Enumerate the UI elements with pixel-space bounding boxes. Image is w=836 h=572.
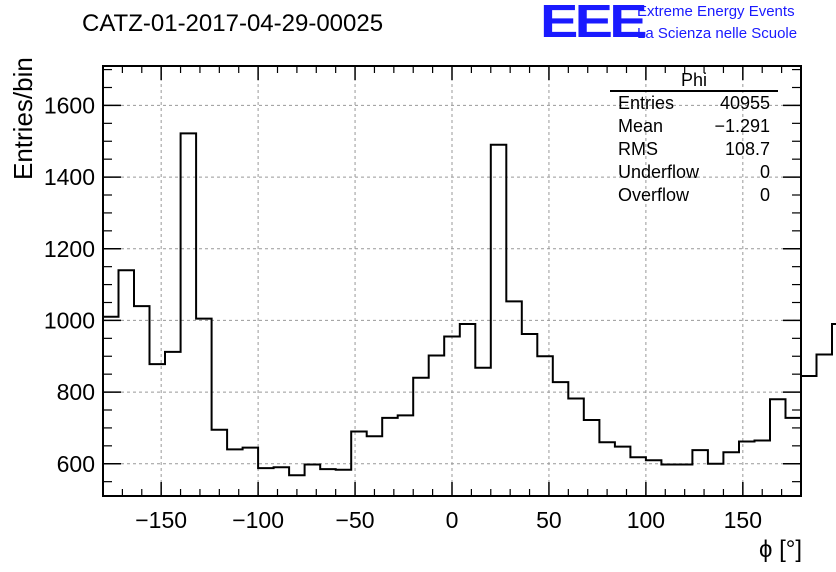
stats-row-overflow: Overflow 0 (610, 184, 778, 207)
y-axis-label: Entries/bin (8, 57, 38, 180)
grid-lines (103, 66, 801, 496)
stats-label: Mean (618, 116, 664, 136)
x-tick-label: 100 (627, 507, 665, 533)
y-tick-label: 1200 (44, 236, 95, 262)
y-tick-label: 1400 (44, 164, 95, 190)
stats-label: Underflow (618, 162, 700, 182)
stats-value: 40955 (719, 93, 770, 113)
x-tick-label: 150 (724, 507, 762, 533)
x-axis-label: ϕ [°] (758, 536, 802, 563)
stats-label: Entries (618, 93, 675, 113)
stats-row-underflow: Underflow 0 (610, 161, 778, 184)
plot-frame (102, 65, 802, 497)
stats-value: 108.7 (724, 139, 770, 159)
stats-box: Phi Entries 40955 Mean −1.291 RMS 108.7 Und… (610, 70, 778, 207)
brand-line-2: La Scienza nelle Scuole (637, 25, 798, 42)
brand-line-1: Extreme Energy Events (637, 3, 795, 20)
x-tick-label: 50 (536, 507, 562, 533)
x-tick-labels: −150 −100 −50 0 50 100 150 (135, 507, 762, 533)
y-tick-labels: 600 800 1000 1200 1400 1600 (44, 92, 95, 476)
y-tick-label: 600 (57, 451, 95, 477)
stats-value: 0 (759, 162, 770, 182)
y-tick-label: 1600 (44, 92, 95, 118)
stats-row-entries: Entries 40955 (610, 92, 778, 115)
stats-value: 0 (759, 185, 770, 205)
stats-title: Phi (610, 70, 778, 92)
y-tick-label: 1000 (44, 307, 95, 333)
x-tick-label: 0 (446, 507, 459, 533)
stats-label: Overflow (618, 185, 690, 205)
stats-row-rms: RMS 108.7 (610, 138, 778, 161)
stats-value: −1.291 (714, 116, 770, 136)
x-tick-label: −100 (232, 507, 284, 533)
axis-ticks (103, 66, 801, 496)
x-tick-label: −150 (135, 507, 187, 533)
stats-label: RMS (618, 139, 658, 159)
x-tick-label: −50 (336, 507, 375, 533)
y-tick-label: 800 (57, 379, 95, 405)
histogram-line (103, 132, 836, 477)
stats-row-mean: Mean −1.291 (610, 115, 778, 138)
chart-title: CATZ-01-2017-04-29-00025 (82, 10, 384, 37)
eee-logo: EEE (540, 0, 648, 47)
